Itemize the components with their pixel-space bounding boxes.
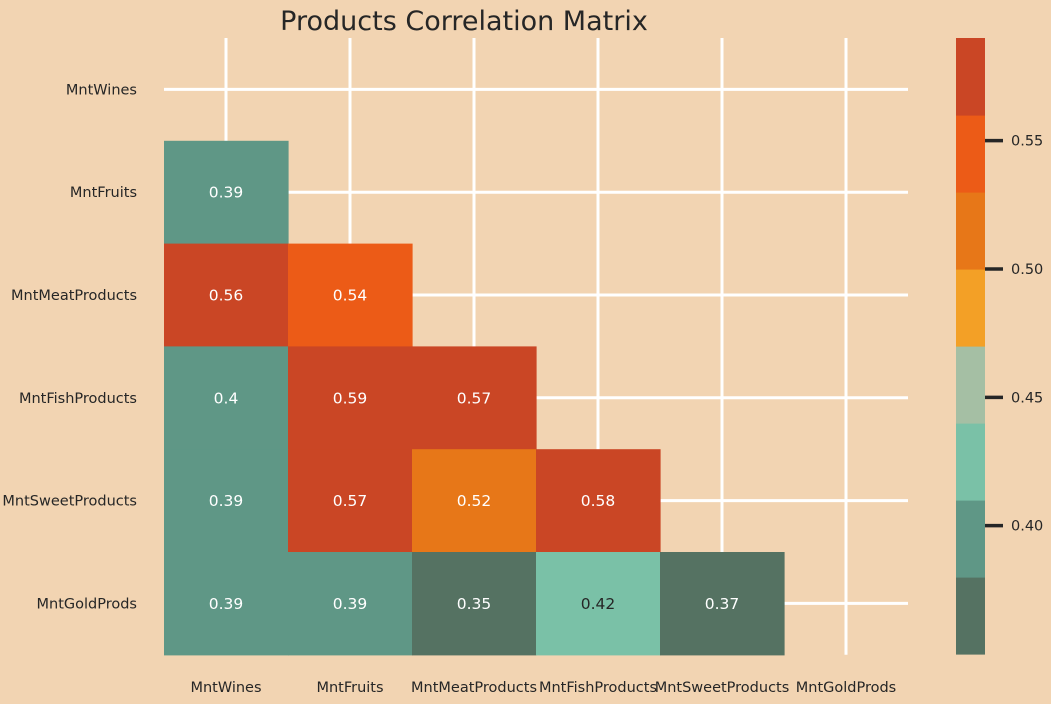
y-tick-label: MntGoldProds bbox=[37, 596, 138, 612]
colorbar-tick-label: 0.45 bbox=[1011, 390, 1043, 406]
colorbar: 0.40 0.45 0.50 0.55 bbox=[956, 38, 1043, 655]
cell-value-label: 0.59 bbox=[333, 389, 368, 407]
heatmap-cells: 0.39 0.56 0.54 0.4 0.59 0.57 0.39 0.57 0.52 0.58 0… bbox=[164, 140, 785, 656]
colorbar-tick-label: 0.50 bbox=[1011, 262, 1043, 278]
x-tick-label: MntSweetProducts bbox=[655, 680, 790, 696]
heatmap-cell bbox=[164, 243, 289, 347]
cell-value-label: 0.39 bbox=[209, 492, 244, 510]
cell-value-label: 0.56 bbox=[209, 287, 244, 305]
cell-value-label: 0.57 bbox=[457, 389, 492, 407]
heatmap-cell bbox=[164, 346, 289, 450]
heatmap-cell bbox=[412, 346, 537, 450]
cell-value-label: 0.58 bbox=[581, 492, 616, 510]
y-tick-label: MntWines bbox=[66, 82, 137, 98]
heatmap-cell bbox=[288, 449, 413, 553]
cell-value-label: 0.54 bbox=[333, 287, 368, 305]
heatmap-cell bbox=[412, 552, 537, 656]
x-tick-labels: MntWines MntFruits MntMeatProducts MntFishP… bbox=[190, 680, 896, 696]
x-tick-label: MntGoldProds bbox=[796, 680, 897, 696]
cell-value-label: 0.39 bbox=[333, 595, 368, 613]
y-tick-label: MntFruits bbox=[70, 185, 137, 201]
cell-value-label: 0.37 bbox=[705, 595, 740, 613]
x-tick-label: MntWines bbox=[190, 680, 261, 696]
cell-value-label: 0.42 bbox=[581, 595, 616, 613]
heatmap-cell bbox=[536, 449, 661, 553]
colorbar-segment bbox=[956, 192, 985, 270]
heatmap-cell bbox=[412, 449, 537, 553]
cell-value-label: 0.39 bbox=[209, 184, 244, 202]
cell-value-label: 0.39 bbox=[209, 595, 244, 613]
y-tick-label: MntSweetProducts bbox=[2, 494, 137, 510]
colorbar-segment bbox=[956, 500, 985, 578]
colorbar-segment bbox=[956, 423, 985, 501]
heatmap-cell bbox=[536, 552, 661, 656]
heatmap-cell bbox=[288, 346, 413, 450]
colorbar-segment bbox=[956, 115, 985, 193]
heatmap-cell bbox=[288, 243, 413, 347]
cell-value-label: 0.57 bbox=[333, 492, 368, 510]
cell-value-label: 0.35 bbox=[457, 595, 492, 613]
heatmap-cell bbox=[660, 552, 785, 656]
x-tick-label: MntMeatProducts bbox=[411, 680, 537, 696]
colorbar-segment bbox=[956, 269, 985, 347]
cell-value-label: 0.52 bbox=[457, 492, 492, 510]
colorbar-tick-label: 0.55 bbox=[1011, 134, 1043, 150]
y-tick-labels: MntWines MntFruits MntMeatProducts MntFishP… bbox=[2, 82, 137, 612]
heatmap-cell bbox=[164, 449, 289, 553]
y-tick-label: MntMeatProducts bbox=[11, 288, 137, 304]
colorbar-segment bbox=[956, 577, 985, 655]
x-tick-label: MntFruits bbox=[316, 680, 383, 696]
colorbar-segment bbox=[956, 346, 985, 424]
y-tick-label: MntFishProducts bbox=[19, 391, 137, 407]
colorbar-segment bbox=[956, 38, 985, 116]
heatmap-cell bbox=[288, 552, 413, 656]
cell-value-label: 0.4 bbox=[214, 389, 239, 407]
chart-title: Products Correlation Matrix bbox=[280, 6, 648, 37]
colorbar-tick-label: 0.40 bbox=[1011, 519, 1043, 535]
heatmap-cell bbox=[164, 552, 289, 656]
heatmap-cell bbox=[164, 140, 289, 245]
x-tick-label: MntFishProducts bbox=[539, 680, 657, 696]
